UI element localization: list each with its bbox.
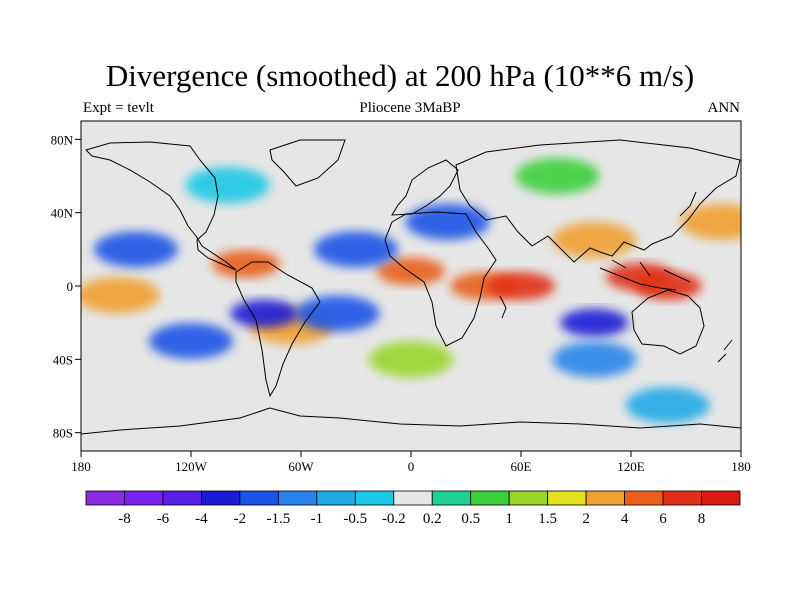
field-region-9: [552, 222, 637, 259]
field-region-3: [487, 272, 555, 300]
divergence-field: [81, 158, 741, 424]
colorbar-label-0: -8: [118, 511, 131, 527]
colorbar-label-10: 1: [505, 511, 513, 527]
subtitle-right: ANN: [707, 100, 741, 116]
colorbar-label-5: -1: [311, 511, 324, 527]
x-tick-label-1: 120W: [175, 459, 208, 474]
y-axis: 80N 40N 0 40S 80S: [51, 132, 81, 441]
field-region-17: [149, 323, 233, 359]
field-region-21: [515, 158, 600, 194]
y-tick-label-2: 0: [67, 279, 74, 294]
colorbar-label-9: 0.5: [461, 511, 480, 527]
coastline-asia: [455, 139, 741, 263]
colorbar-label-8: 0.2: [423, 511, 442, 527]
colorbar-label-13: 4: [621, 511, 629, 527]
colorbar-label-7: -0.2: [382, 511, 406, 527]
colorbar-label-14: 6: [659, 511, 667, 527]
colorbar-label-11: 1.5: [538, 511, 557, 527]
colorbar-box-14: [624, 490, 664, 506]
colorbar-box-8: [393, 490, 433, 506]
colorbar-box-9: [431, 490, 472, 506]
coastlines: [81, 139, 741, 435]
x-tick-label-6: 180: [731, 459, 751, 474]
field-region-16: [552, 341, 637, 378]
field-region-1: [377, 257, 445, 286]
field-region-12: [560, 308, 629, 337]
coastline-north-america: [85, 141, 237, 271]
colorbar-box-12: [547, 490, 587, 506]
colorbar-box-11: [508, 490, 549, 506]
coastline-indonesia: [599, 259, 691, 291]
colorbar-label-3: -2: [234, 511, 247, 527]
colorbar-box-1: [124, 490, 164, 506]
x-axis: 180 120W 60W 0 60E 120E 180: [71, 451, 751, 474]
x-tick-label-2: 60W: [288, 459, 314, 474]
y-tick-label-4: 80S: [53, 426, 73, 441]
field-region-15: [405, 203, 490, 240]
colorbar-label-2: -4: [195, 511, 208, 527]
colorbar-label-1: -6: [157, 511, 170, 527]
field-region-14: [314, 231, 398, 268]
field-region-7: [81, 277, 160, 314]
coastline-new-zealand: [717, 339, 733, 363]
coastline-greenland: [269, 139, 346, 187]
chart-title: Divergence (smoothed) at 200 hPa (10**6 …: [105, 58, 695, 93]
colorbar-box-4: [239, 490, 279, 506]
y-tick-label-1: 40N: [51, 206, 74, 221]
x-tick-label-0: 180: [71, 459, 91, 474]
field-region-6: [680, 203, 741, 240]
colorbar-box-3: [201, 490, 241, 506]
field-region-10: [230, 299, 299, 328]
coastline-japan: [679, 191, 697, 217]
coastline-europe: [391, 159, 459, 216]
field-region-20: [185, 167, 270, 204]
x-tick-label-4: 60E: [511, 459, 532, 474]
field-region-18: [369, 341, 453, 378]
colorbar-box-16: [701, 490, 741, 506]
colorbar-box-5: [277, 490, 318, 506]
x-tick-label-3: 0: [408, 459, 415, 474]
field-region-13: [94, 231, 178, 268]
colorbar-label-6: -0.5: [343, 511, 367, 527]
colorbar-box-7: [354, 490, 395, 506]
subtitle-center: Pliocene 3MaBP: [359, 100, 461, 116]
subtitle-left: Expt = tevlt: [83, 100, 154, 116]
coastline-africa: [384, 211, 497, 347]
colorbar-box-0: [85, 490, 125, 506]
colorbar-label-15: 8: [698, 511, 706, 527]
colorbar-box-6: [316, 490, 356, 506]
coastline-antarctica: [81, 407, 741, 435]
colorbar: -8 -6 -4 -2 -1.5 -1 -0.5 -0.2 0.2 0.5 1 1.5 2 4 6 8: [85, 490, 741, 527]
colorbar-label-4: -1.5: [266, 511, 290, 527]
field-region-11: [295, 295, 380, 332]
colorbar-box-15: [662, 490, 702, 506]
coastline-australia: [631, 289, 705, 355]
colorbar-box-2: [162, 490, 202, 506]
colorbar-box-10: [470, 490, 510, 506]
y-tick-label-3: 40S: [53, 352, 73, 367]
x-tick-label-5: 120E: [617, 459, 645, 474]
coastline-madagascar: [499, 295, 507, 319]
colorbar-label-12: 2: [582, 511, 590, 527]
colorbar-box-13: [585, 490, 625, 506]
y-tick-label-0: 80N: [51, 132, 74, 147]
coastline-south-america: [235, 261, 321, 398]
field-region-0: [212, 250, 280, 278]
field-region-5: [633, 272, 702, 300]
field-region-19: [625, 387, 710, 424]
